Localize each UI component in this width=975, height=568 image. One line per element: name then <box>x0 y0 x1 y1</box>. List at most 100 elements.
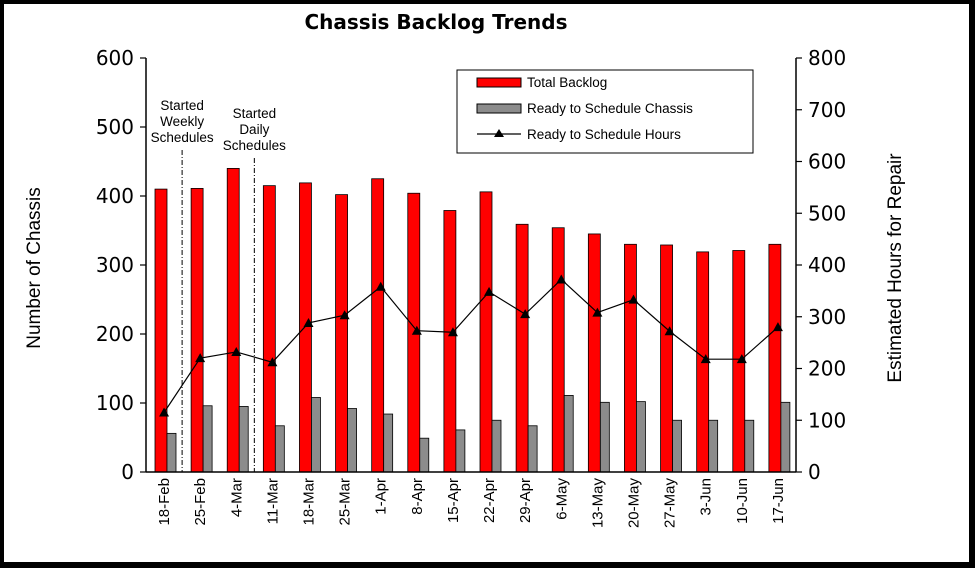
bar-ready-chassis <box>780 401 791 473</box>
y-tick-label-right: 600 <box>808 150 846 174</box>
point-ready-hours <box>267 357 278 367</box>
point-ready-hours <box>159 407 170 417</box>
x-tick-label: 22-Apr <box>481 478 498 523</box>
bar-ready-chassis <box>744 419 755 473</box>
y-tick-label-left: 600 <box>96 46 134 70</box>
point-ready-hours <box>772 322 783 332</box>
y-tick-label-right: 800 <box>808 46 846 70</box>
bar-total-backlog <box>660 244 673 473</box>
point-ready-hours <box>556 274 567 284</box>
point-ready-hours <box>520 309 531 319</box>
annotation-text: Schedules <box>223 138 286 153</box>
x-tick-label: 29-Apr <box>517 478 534 523</box>
line-layer <box>159 274 783 417</box>
bar-ready-chassis <box>491 419 502 473</box>
x-tick-label: 25-Mar <box>337 478 354 526</box>
bar-total-backlog <box>551 227 565 473</box>
legend-label-ready-chassis: Ready to Schedule Chassis <box>527 101 693 116</box>
bar-total-backlog <box>262 185 276 473</box>
legend-marker-ready-hours <box>494 129 504 137</box>
legend-label-ready-hours: Ready to Schedule Hours <box>527 127 681 142</box>
bar-total-backlog <box>768 243 782 473</box>
bar-ready-chassis <box>672 419 682 473</box>
annotations-layer: StartedWeeklySchedulesStartedDailySchedu… <box>151 98 286 472</box>
y-tick-label-right: 700 <box>808 98 846 122</box>
y-axis-label-left: Number of Chassis <box>24 187 45 349</box>
bar-ready-chassis <box>419 437 430 473</box>
bar-ready-chassis <box>311 397 321 473</box>
y-tick-label-left: 500 <box>96 115 134 139</box>
bar-ready-chassis <box>563 395 574 473</box>
chart-title: Chassis Backlog Trends <box>304 10 567 34</box>
bar-total-backlog <box>226 167 240 473</box>
x-tick-label: 6-May <box>553 478 570 520</box>
bar-total-backlog <box>154 188 168 473</box>
y-tick-label-right: 500 <box>808 201 846 225</box>
bar-total-backlog <box>479 191 493 473</box>
y-tick-label-right: 0 <box>808 460 821 484</box>
x-tick-label: 17-Jun <box>770 478 787 524</box>
point-ready-hours <box>736 354 747 364</box>
x-tick-label: 20-May <box>626 478 643 529</box>
point-ready-hours <box>303 317 314 327</box>
y-tick-label-left: 200 <box>96 322 134 346</box>
y-tick-label-left: 400 <box>96 184 134 208</box>
bar-total-backlog <box>371 178 385 473</box>
bar-total-backlog <box>515 223 529 473</box>
bar-total-backlog <box>443 210 457 473</box>
x-tick-label: 4-Mar <box>228 478 245 517</box>
x-tick-label: 3-Jun <box>698 478 715 516</box>
annotation-text: Schedules <box>151 130 214 145</box>
annotation-text: Started <box>233 106 277 121</box>
chart-frame: Chassis Backlog Trends 0 100 200 300 400 500 6… <box>4 4 969 562</box>
bar-ready-chassis <box>455 429 466 473</box>
x-tick-label: 25-Feb <box>192 478 209 526</box>
x-tick-label: 10-Jun <box>734 478 751 524</box>
chart: Chassis Backlog Trends 0 100 200 300 400 500 6… <box>24 10 906 529</box>
point-ready-hours <box>195 353 206 363</box>
point-ready-hours <box>339 310 350 320</box>
y-tick-label-right: 200 <box>808 357 846 381</box>
bar-ready-chassis <box>636 401 646 473</box>
bar-ready-chassis <box>347 408 357 473</box>
x-tick-label: 8-Apr <box>409 478 426 515</box>
x-tick-label: 18-Mar <box>301 478 318 526</box>
annotation-text: Weekly <box>160 114 204 129</box>
bar-ready-chassis <box>708 419 719 473</box>
line-ready-hours <box>163 278 779 413</box>
y-tick-label-right: 100 <box>808 408 846 432</box>
point-ready-hours <box>664 326 675 336</box>
x-tick-label: 18-Feb <box>156 478 173 526</box>
y-tick-label-left: 300 <box>96 253 134 277</box>
y-tick-label-right: 400 <box>808 253 846 277</box>
bar-total-backlog <box>299 182 312 473</box>
bar-ready-chassis <box>527 425 538 473</box>
bar-ready-chassis <box>274 425 285 473</box>
legend-swatch-ready-chassis <box>476 103 522 114</box>
axes <box>145 58 797 473</box>
bars-layer <box>154 167 791 473</box>
x-axis-ticks: 18-Feb 25-Feb 4-Mar 11-Mar 18-Mar 25-Mar 1-Apr… <box>156 478 787 529</box>
point-ready-hours <box>592 307 603 317</box>
bar-total-backlog <box>624 243 637 473</box>
x-tick-label: 1-Apr <box>373 478 390 515</box>
annotation-text: Started <box>160 98 204 113</box>
legend-swatch-total-backlog <box>476 77 522 88</box>
y-tick-label-left: 100 <box>96 391 134 415</box>
point-ready-hours <box>375 281 386 291</box>
x-tick-label: 13-May <box>589 478 606 529</box>
left-axis-ticks: 0 100 200 300 400 500 600 <box>96 46 146 484</box>
x-tick-label: 15-Apr <box>445 478 462 523</box>
point-ready-hours <box>628 294 639 304</box>
annotation-text: Daily <box>239 122 269 137</box>
point-ready-hours <box>484 286 495 296</box>
legend: Total Backlog Ready to Schedule Chassis … <box>456 69 754 154</box>
point-ready-hours <box>231 346 242 356</box>
legend-label-total-backlog: Total Backlog <box>527 75 607 90</box>
point-ready-hours <box>411 325 422 335</box>
bar-total-backlog <box>587 233 601 473</box>
y-tick-label-right: 300 <box>808 305 846 329</box>
point-ready-hours <box>447 327 458 337</box>
y-tick-label-left: 0 <box>121 460 134 484</box>
bar-ready-chassis <box>202 405 213 473</box>
